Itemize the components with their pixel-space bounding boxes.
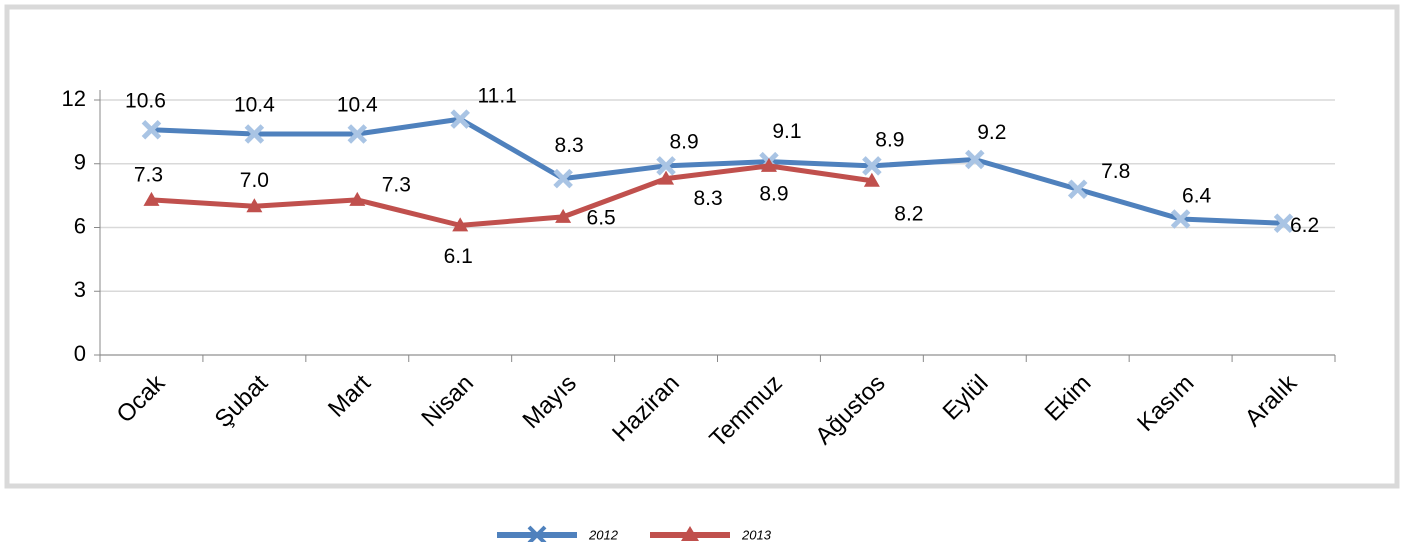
data-label: 8.9 — [669, 130, 698, 153]
data-label: 7.8 — [1101, 160, 1130, 183]
marker — [450, 109, 470, 129]
data-label: 8.9 — [759, 182, 788, 205]
data-label: 10.6 — [125, 89, 166, 112]
marker — [555, 208, 572, 223]
data-label: 6.2 — [1290, 214, 1319, 237]
series-line — [151, 163, 873, 228]
data-label: 8.9 — [875, 128, 904, 151]
series-line — [151, 116, 1284, 226]
marker — [656, 156, 676, 176]
data-label: 7.3 — [382, 173, 411, 196]
data-label: 6.1 — [444, 245, 473, 268]
y-tick-label: 9 — [74, 150, 86, 175]
data-label: 9.2 — [977, 121, 1006, 144]
legend-label: 2012 — [588, 527, 619, 542]
y-tick-label: 6 — [74, 213, 86, 238]
marker — [965, 149, 985, 170]
y-tick-label: 12 — [62, 86, 86, 111]
marker — [658, 170, 675, 185]
data-label: 8.3 — [555, 134, 584, 157]
data-label: 9.1 — [772, 120, 801, 143]
marker — [246, 198, 263, 213]
legend-marker — [681, 526, 699, 541]
marker — [141, 119, 162, 140]
y-tick-label: 0 — [74, 341, 86, 366]
data-label: 11.1 — [478, 85, 517, 108]
data-label: 7.3 — [134, 163, 163, 186]
marker — [1273, 213, 1294, 234]
data-label: 7.0 — [240, 169, 269, 192]
y-tick-label: 3 — [74, 277, 86, 302]
data-label: 6.5 — [587, 206, 616, 229]
marker — [347, 124, 368, 144]
data-label: 8.2 — [894, 202, 923, 225]
chart-frame — [4, 4, 1400, 489]
legend-label: 2013 — [741, 527, 772, 542]
marker — [244, 124, 265, 144]
marker — [863, 172, 880, 187]
marker — [452, 217, 469, 232]
marker — [862, 156, 882, 176]
marker — [553, 168, 573, 189]
marker — [143, 191, 160, 206]
legend-marker — [527, 525, 547, 542]
data-label: 8.3 — [693, 187, 722, 210]
data-label: 6.4 — [1182, 185, 1212, 208]
marker — [760, 157, 777, 172]
data-label: 10.4 — [234, 94, 275, 117]
data-label: 10.4 — [337, 94, 378, 117]
marker — [1067, 179, 1088, 200]
marker — [349, 191, 366, 206]
marker — [1170, 209, 1191, 229]
